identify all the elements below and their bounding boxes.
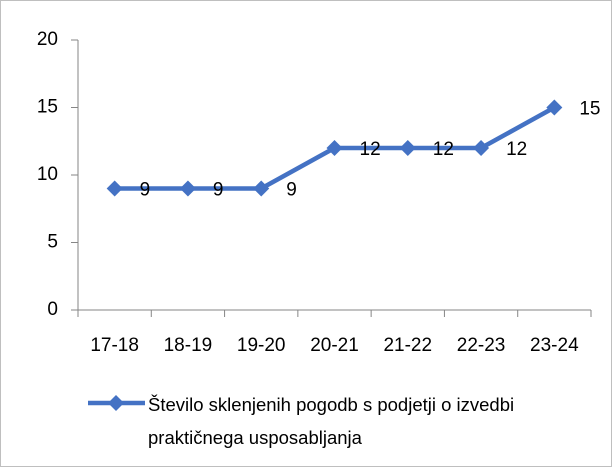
y-tick-label: 5	[47, 232, 58, 253]
data-label: 9	[140, 180, 151, 201]
legend-marker	[108, 395, 124, 411]
x-tick-label: 20-21	[310, 335, 359, 356]
y-tick-label: 20	[37, 29, 58, 50]
x-tick-label: 23-24	[530, 335, 579, 356]
point-marker	[399, 140, 416, 156]
data-label: 15	[579, 99, 600, 120]
y-tick-label: 15	[37, 97, 58, 118]
legend-label: Število sklenjenih pogodb s podjetji o i…	[148, 394, 515, 448]
y-tick-label: 0	[47, 299, 58, 320]
point-marker	[546, 99, 563, 116]
data-label: 12	[360, 139, 381, 160]
x-tick-label: 21-22	[383, 335, 432, 356]
x-tick-label: 17-18	[90, 335, 139, 356]
point-marker	[326, 140, 343, 156]
point-marker	[179, 180, 196, 197]
x-tick-label: 19-20	[237, 335, 286, 356]
data-label: 9	[286, 180, 297, 201]
point-marker	[473, 140, 490, 156]
x-tick-label: 22-23	[457, 335, 506, 356]
x-tick-label: 18-19	[164, 335, 213, 356]
data-label: 12	[506, 139, 527, 160]
point-marker	[106, 180, 123, 197]
data-label: 12	[433, 139, 454, 160]
y-tick-label: 10	[37, 164, 58, 185]
point-marker	[253, 180, 270, 197]
data-label: 9	[213, 180, 224, 201]
